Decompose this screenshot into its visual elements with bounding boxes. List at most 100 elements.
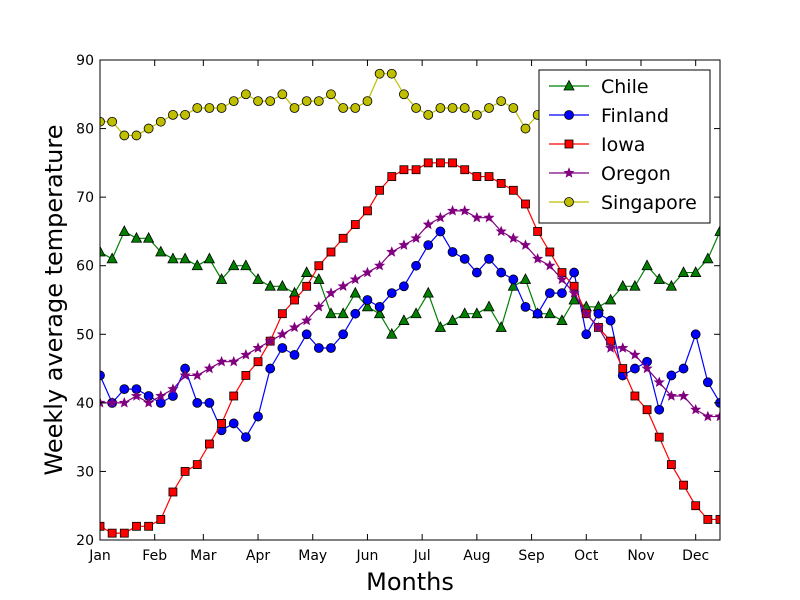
data-point-oregon (374, 259, 386, 271)
data-point-singapore (423, 109, 434, 120)
data-point-finland (423, 240, 434, 251)
data-point-chile (313, 273, 325, 284)
data-point-singapore (399, 89, 409, 100)
data-point-finland (484, 253, 494, 264)
data-point-chile (495, 321, 507, 332)
data-point-finland (557, 288, 567, 299)
data-point-oregon (580, 307, 592, 319)
data-point-iowa (703, 515, 713, 524)
data-point-oregon (179, 369, 191, 381)
data-point-oregon (544, 259, 556, 271)
data-point-iowa (132, 521, 141, 531)
data-point-oregon (665, 390, 677, 401)
data-point-finland (593, 308, 604, 319)
data-point-iowa (229, 391, 239, 401)
y-tick-label: 90 (76, 53, 94, 69)
data-point-oregon (714, 410, 720, 422)
axes-layer: 20 30 40 50 60 70 80 90 Jan Feb Mar Apr May Jun Jul Aug… (76, 53, 720, 564)
legend-item-iowa: Iowa (549, 134, 645, 156)
data-point-finland (301, 329, 312, 340)
data-point-iowa (411, 165, 421, 175)
data-point-oregon (313, 301, 325, 312)
data-point-chile (215, 273, 228, 284)
data-point-iowa (180, 467, 190, 476)
data-point-chile (665, 279, 678, 291)
data-point-oregon (447, 205, 459, 216)
data-point-chile (398, 314, 410, 325)
data-point-finland (435, 226, 446, 237)
data-point-chile (556, 314, 568, 325)
data-point-iowa (715, 515, 720, 524)
x-tick-label: Oct (574, 548, 599, 564)
data-point-chile (422, 286, 434, 298)
legend-item-chile: Chile (549, 76, 649, 98)
data-point-oregon (617, 342, 629, 353)
y-tick-label: 50 (76, 327, 94, 343)
data-point-oregon (702, 410, 714, 422)
data-point-iowa (508, 185, 518, 195)
data-point-chile (459, 307, 471, 319)
data-point-finland (399, 281, 409, 292)
x-tick-label: Mar (190, 548, 217, 564)
y-axis-title: Weekly average temperature (40, 125, 68, 476)
data-point-chile (641, 259, 653, 271)
data-point-chile (677, 266, 690, 277)
x-tick-label: Nov (627, 548, 654, 564)
data-point-finland (100, 370, 105, 381)
data-point-iowa (168, 487, 178, 497)
data-point-oregon (155, 390, 167, 401)
data-point-finland (532, 308, 543, 319)
data-point-singapore (289, 103, 300, 113)
data-point-iowa (496, 179, 506, 188)
data-point-chile (130, 231, 143, 243)
data-point-iowa (654, 432, 664, 442)
legend-label-singapore: Singapore (601, 192, 697, 214)
data-point-chile (653, 273, 665, 284)
data-point-iowa (350, 220, 360, 229)
data-point-singapore (338, 103, 349, 113)
data-point-chile (386, 327, 398, 339)
data-point-finland (728, 378, 737, 387)
data-point-singapore (100, 116, 105, 127)
data-point-oregon (678, 390, 690, 401)
legend-marker-iowa (564, 139, 574, 149)
data-point-singapore (313, 96, 324, 107)
data-point-iowa (119, 528, 129, 538)
data-point-oregon (203, 362, 215, 374)
data-point-singapore (216, 103, 227, 113)
data-point-singapore (411, 103, 421, 113)
data-point-oregon (592, 321, 604, 333)
data-point-oregon (556, 273, 568, 285)
data-point-oregon (690, 403, 702, 415)
data-point-oregon (228, 355, 240, 367)
x-tick-label: Jun (356, 548, 379, 564)
data-point-singapore (107, 116, 118, 127)
data-point-singapore (228, 96, 239, 107)
data-point-oregon (386, 246, 398, 257)
y-tick-label: 70 (76, 190, 94, 206)
data-point-iowa (630, 391, 640, 401)
data-point-singapore (508, 103, 519, 113)
data-point-oregon (118, 397, 130, 408)
data-point-chile (483, 300, 495, 312)
data-point-oregon (167, 383, 179, 394)
data-point-singapore (143, 123, 154, 134)
data-point-finland (228, 418, 239, 429)
data-point-iowa (521, 199, 530, 209)
plot-frame (99, 59, 721, 541)
series-chile (100, 225, 720, 339)
data-point-iowa (192, 460, 202, 469)
data-point-finland (338, 329, 349, 340)
data-point-chile (361, 300, 374, 312)
data-point-chile (349, 286, 361, 298)
data-point-finland (119, 384, 130, 395)
y-tick-label: 60 (76, 259, 94, 275)
data-point-iowa (100, 521, 105, 531)
data-point-iowa (217, 419, 226, 428)
data-point-finland (326, 343, 336, 353)
data-point-chile (519, 273, 532, 284)
data-point-chile (446, 314, 459, 325)
legend-item-oregon: Oregon (549, 163, 671, 185)
data-point-oregon (495, 225, 507, 237)
data-point-chile (617, 279, 629, 291)
